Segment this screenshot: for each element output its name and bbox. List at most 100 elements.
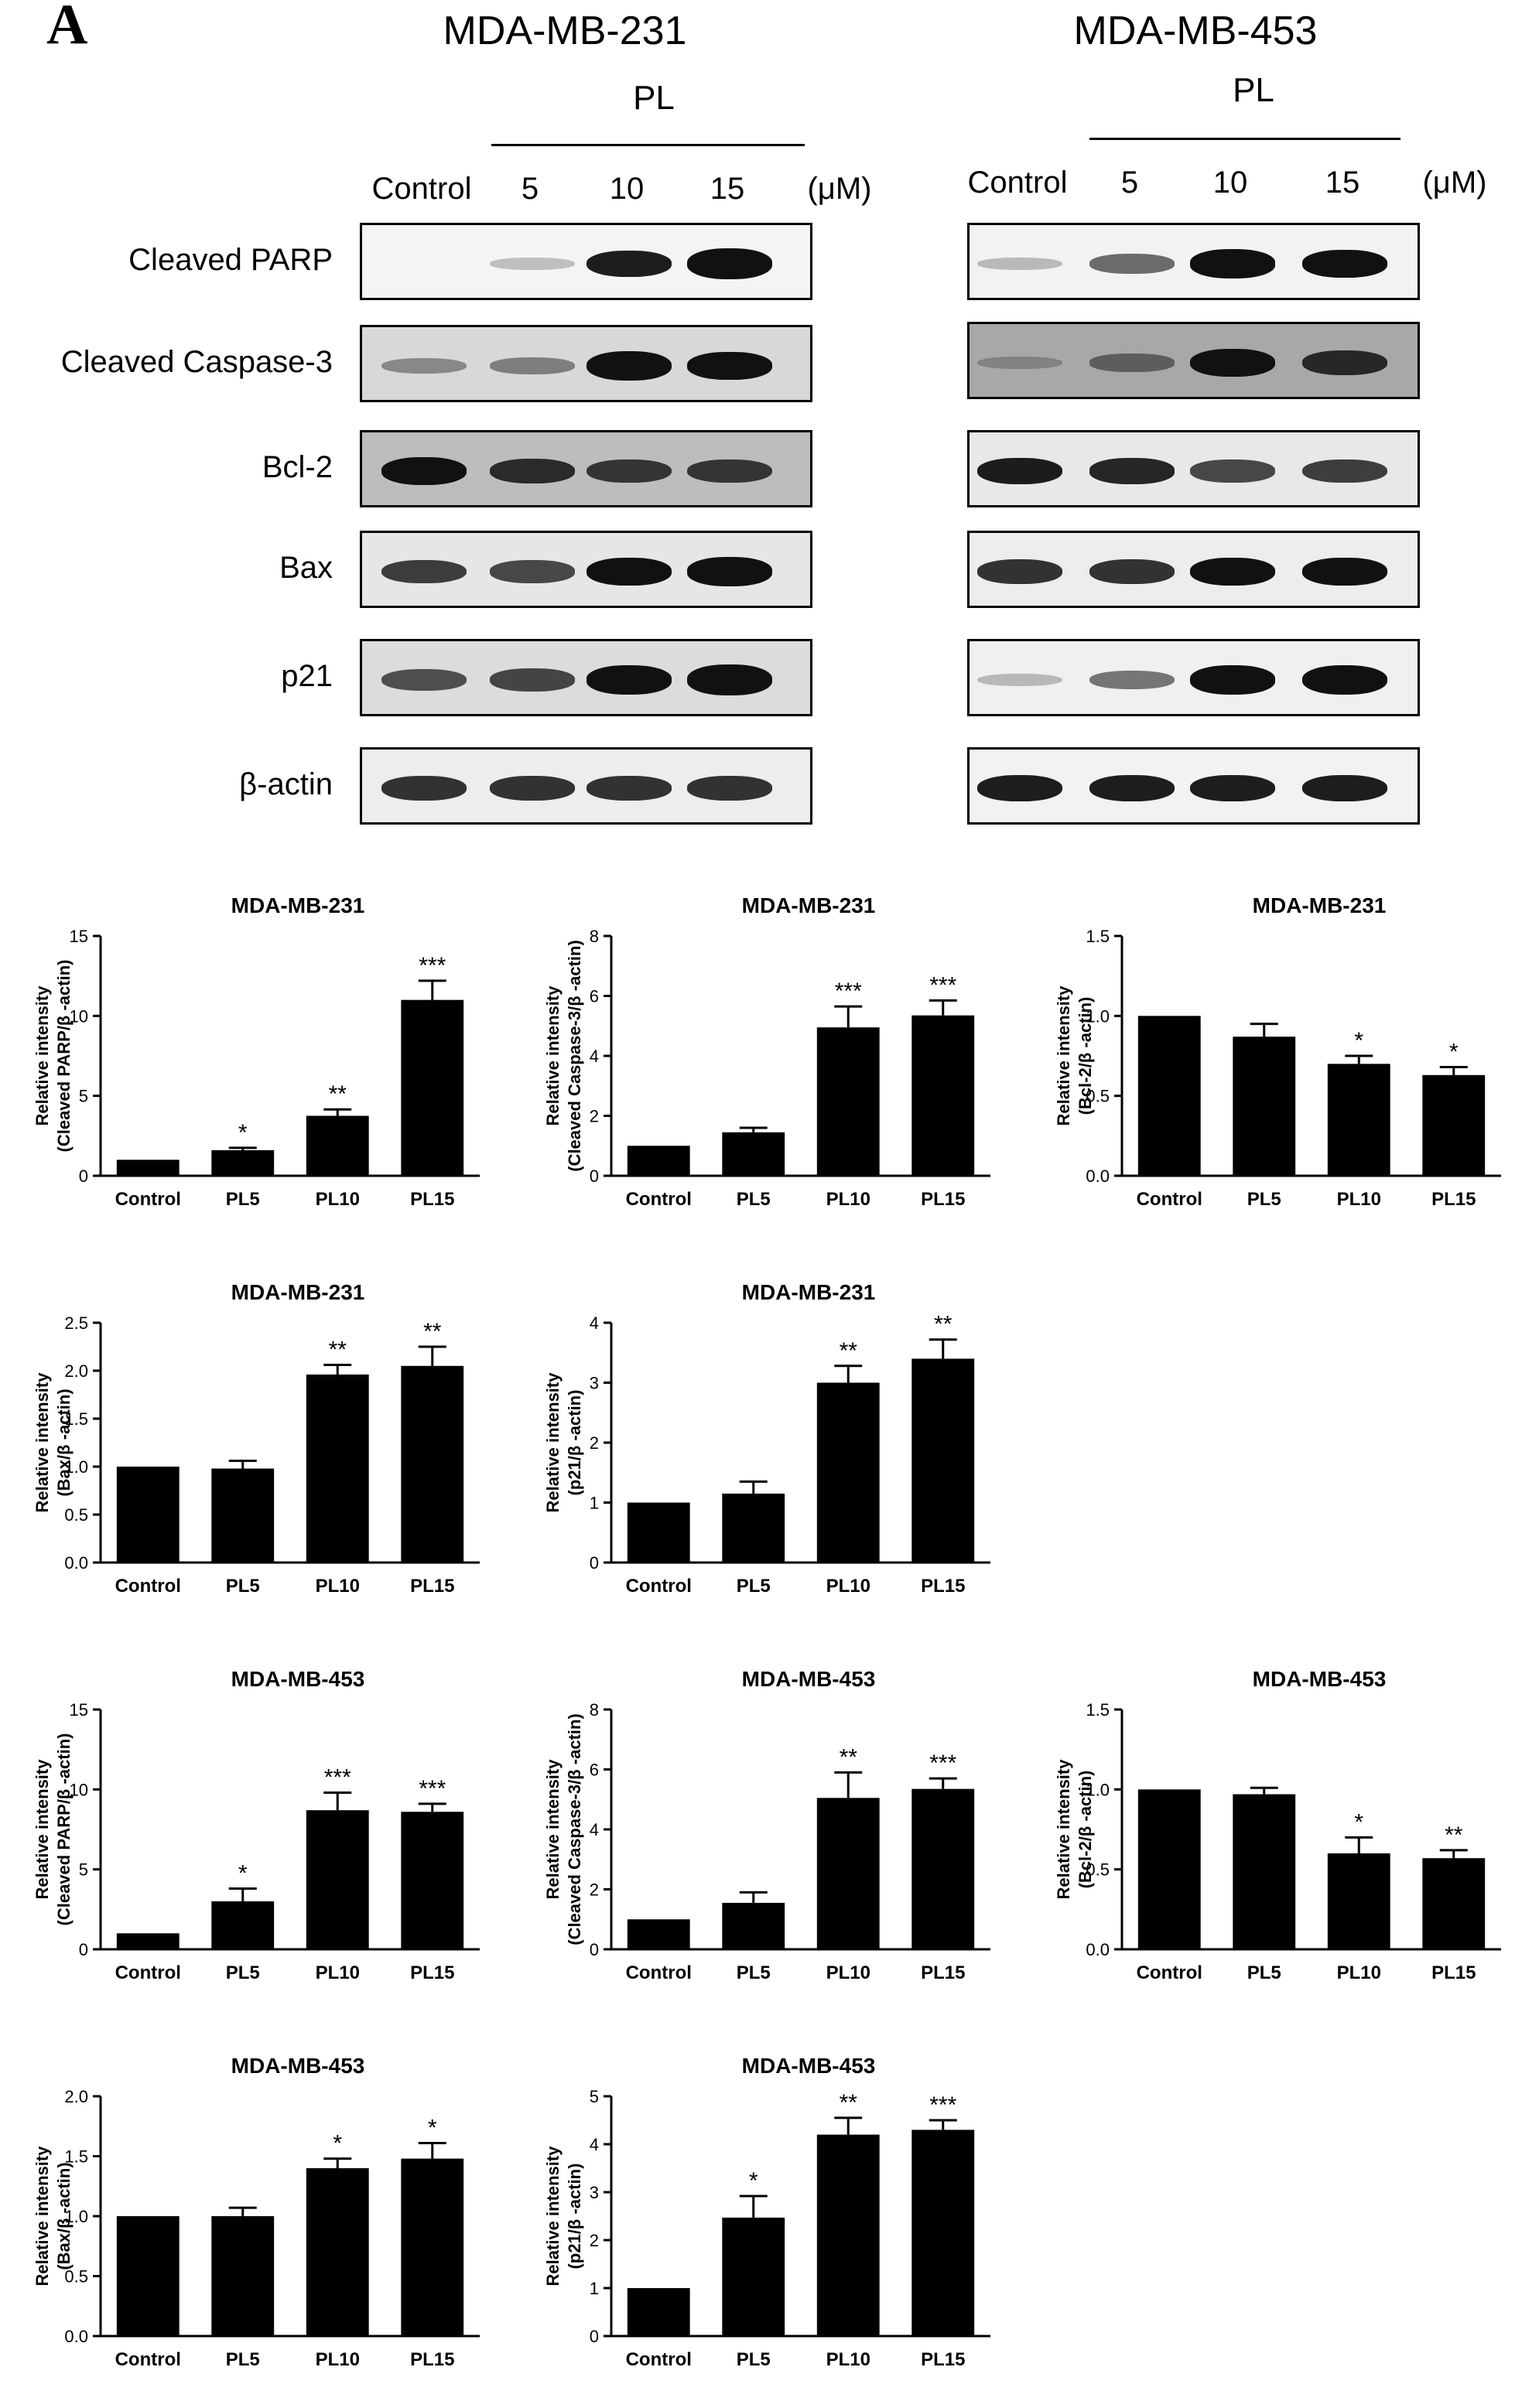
x-tick-label: Control <box>1137 1962 1202 1983</box>
y-tick-label: 4 <box>590 1047 599 1066</box>
x-tick-label: PL15 <box>921 1576 965 1597</box>
y-tick-label: 2 <box>590 1880 599 1900</box>
bar-chart: MDA-MB-453 0 2 4 6 8 Relative intensity (Cleave… <box>543 1667 990 1983</box>
x-tick-label: PL5 <box>226 1189 260 1210</box>
y-tick-label: 2.0 <box>64 1361 88 1381</box>
y-axis-label-line: Relative intensity <box>1054 985 1073 1126</box>
y-tick-label: 0.5 <box>64 2267 88 2287</box>
chart-title: MDA-MB-453 <box>231 2054 365 2078</box>
y-tick-label: 8 <box>590 927 599 946</box>
blot-strip <box>360 430 812 507</box>
x-tick-label: PL10 <box>826 1576 870 1597</box>
bar <box>116 2216 180 2336</box>
bar-chart: MDA-MB-453 0.0 0.5 1.0 1.5 2.0 Relative intens… <box>32 2054 480 2370</box>
blot-band <box>977 673 1062 687</box>
y-axis-label-line: (Bax/β -actin) <box>54 2162 74 2270</box>
treatment-label: PL <box>1233 71 1274 109</box>
blot-strip <box>360 531 812 608</box>
chart-title: MDA-MB-231 <box>742 1280 876 1304</box>
y-tick-label: 4 <box>590 1820 599 1839</box>
y-tick-label: 2 <box>590 1107 599 1126</box>
bar-chart: MDA-MB-453 0 5 10 15 Relative intensity (Cleav… <box>32 1667 480 1983</box>
blot-strip <box>967 747 1420 825</box>
bar <box>306 2168 369 2336</box>
blot-band <box>381 668 467 692</box>
blot-band <box>381 559 467 584</box>
bar <box>1137 1789 1201 1949</box>
x-tick-label: PL15 <box>921 1189 965 1210</box>
blot-band <box>1302 249 1387 278</box>
y-axis-label: Relative intensity (Cleaved PARP/β -actin… <box>32 1733 74 1926</box>
blot-strip <box>360 639 812 716</box>
chart-title: MDA-MB-453 <box>742 2054 876 2078</box>
y-axis-label-line: Relative intensity <box>543 1372 563 1513</box>
blot-band <box>687 557 772 586</box>
y-tick-label: 0 <box>590 1553 599 1573</box>
chart-title: MDA-MB-231 <box>742 893 876 917</box>
x-tick-label: Control <box>115 1576 181 1597</box>
y-axis-label: Relative intensity (Cleaved PARP/β -actin… <box>32 960 74 1153</box>
blot-band <box>587 665 672 695</box>
y-tick-label: 0 <box>590 1166 599 1186</box>
y-tick-label: 5 <box>590 2087 599 2106</box>
bar <box>911 1358 975 1563</box>
significance-marker: * <box>1449 1039 1459 1064</box>
y-tick-label: 1.5 <box>64 1409 88 1429</box>
y-tick-label: 1.5 <box>1086 1700 1110 1720</box>
blot-row-label: p21 <box>281 659 333 693</box>
y-axis-label-line: Relative intensity <box>32 1759 52 1900</box>
bar <box>627 1502 690 1563</box>
y-tick-label: 10 <box>70 1006 88 1026</box>
y-axis-label-line: Relative intensity <box>32 985 52 1126</box>
x-tick-label: PL5 <box>737 1962 771 1983</box>
lane-label: Control <box>371 172 472 206</box>
significance-marker: ** <box>423 1319 442 1344</box>
y-axis-label-line: (Cleaved PARP/β -actin) <box>54 960 74 1153</box>
bar-chart: MDA-MB-231 0 2 4 6 8 Relative intensity (Cleave… <box>543 893 990 1210</box>
y-axis-label: Relative intensity (Bcl-2/β -actin) <box>1054 985 1095 1126</box>
blot-band <box>1089 670 1175 690</box>
blot-row-label: Bcl-2 <box>262 450 333 484</box>
y-tick-label: 0 <box>590 2327 599 2346</box>
bar <box>1233 1794 1296 1949</box>
blot-band <box>977 257 1062 271</box>
bar <box>306 1115 369 1176</box>
significance-marker: *** <box>419 1776 446 1802</box>
x-tick-label: Control <box>1137 1189 1202 1210</box>
bar <box>306 1374 369 1563</box>
blot-band <box>490 775 575 801</box>
y-axis-label-line: (p21/β -actin) <box>565 2164 584 2270</box>
blot-band <box>1302 350 1387 376</box>
chart-title: MDA-MB-231 <box>231 1280 365 1304</box>
significance-marker: * <box>1354 1809 1363 1835</box>
y-tick-label: 8 <box>590 1700 599 1720</box>
y-tick-label: 4 <box>590 1313 599 1333</box>
bar <box>816 1382 880 1563</box>
y-axis-label: Relative intensity (Bcl-2/β -actin) <box>1054 1759 1095 1900</box>
chart-title: MDA-MB-231 <box>231 893 365 917</box>
bar <box>816 1027 880 1176</box>
y-axis-label-line: (Cleaved PARP/β -actin) <box>54 1733 74 1926</box>
blot-band <box>687 664 772 695</box>
y-tick-label: 6 <box>590 987 599 1006</box>
significance-marker: * <box>238 1120 248 1146</box>
lane-label: 5 <box>1120 166 1139 200</box>
y-axis-label-line: (Bax/β -actin) <box>54 1388 74 1496</box>
x-tick-label: PL15 <box>921 2349 965 2370</box>
bar-chart: MDA-MB-453 0.0 0.5 1.0 1.5 Relative intensity… <box>1054 1667 1501 1983</box>
bar-chart: MDA-MB-231 0.0 0.5 1.0 1.5 2.0 2.5 Relative int… <box>32 1280 480 1597</box>
blot-row-label: Cleaved Caspase-3 <box>60 345 333 379</box>
x-tick-label: PL15 <box>921 1962 965 1983</box>
y-tick-label: 5 <box>79 1087 88 1106</box>
significance-marker: ** <box>1445 1822 1463 1848</box>
x-tick-label: PL10 <box>826 2349 870 2370</box>
bar <box>1422 1074 1486 1176</box>
treatment-label: PL <box>633 79 675 117</box>
chart-title: MDA-MB-453 <box>742 1667 876 1691</box>
x-tick-label: PL5 <box>226 1576 260 1597</box>
bar <box>1327 1064 1390 1176</box>
y-tick-label: 1 <box>590 1494 599 1513</box>
blot-band <box>1190 774 1275 802</box>
y-axis-label-line: Relative intensity <box>543 1759 563 1900</box>
x-tick-label: PL15 <box>410 1962 454 1983</box>
